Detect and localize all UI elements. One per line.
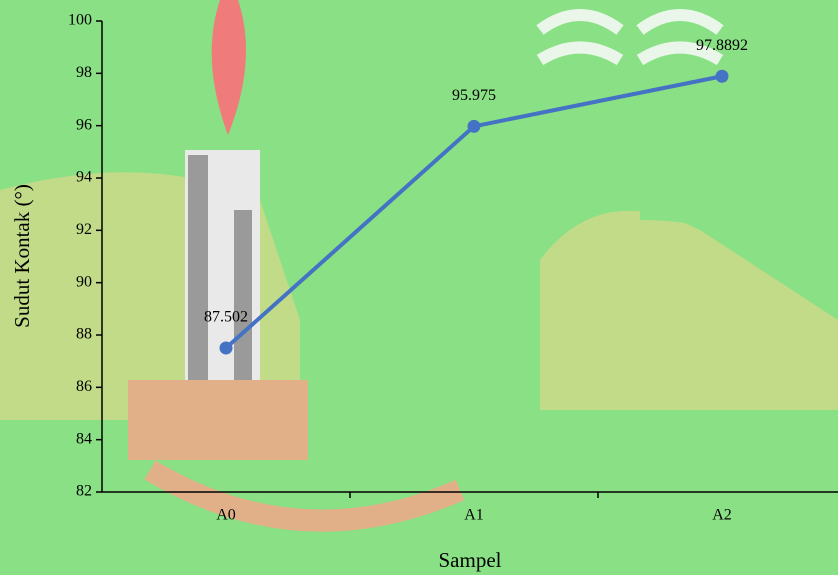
y-tick-label: 90 [76,273,92,290]
y-tick-label: 84 [76,430,92,447]
y-tick-label: 96 [76,116,92,133]
x-tick-label: A2 [712,507,732,524]
y-tick-label: 88 [76,326,92,343]
value-label: 87.502 [204,309,248,326]
x-axis-title: Sampel [439,548,502,572]
x-tick-label: A1 [464,507,484,524]
watermark-wax [234,210,252,380]
chart: Sampel Sudut Kontak (°) 82 84 86 88 90 92 94 96… [0,0,838,575]
value-label: 97.8892 [696,37,748,54]
x-tick-label: A0 [216,507,236,524]
point [220,342,233,355]
point [716,70,729,83]
y-tick-label: 86 [76,378,92,395]
y-tick-label: 98 [76,64,92,81]
y-axis-title: Sudut Kontak (°) [10,184,34,328]
watermark [0,0,838,575]
y-tick-label: 82 [76,483,92,500]
page: {"chart_data": {"type": "line", "x_label… [0,0,838,575]
point [468,120,481,133]
y-tick-label: 94 [76,169,92,186]
watermark-wax [188,155,208,380]
watermark-base [128,380,308,460]
value-label: 95.975 [452,87,496,104]
y-tick-label: 100 [68,12,92,29]
y-tick-label: 92 [76,221,92,238]
